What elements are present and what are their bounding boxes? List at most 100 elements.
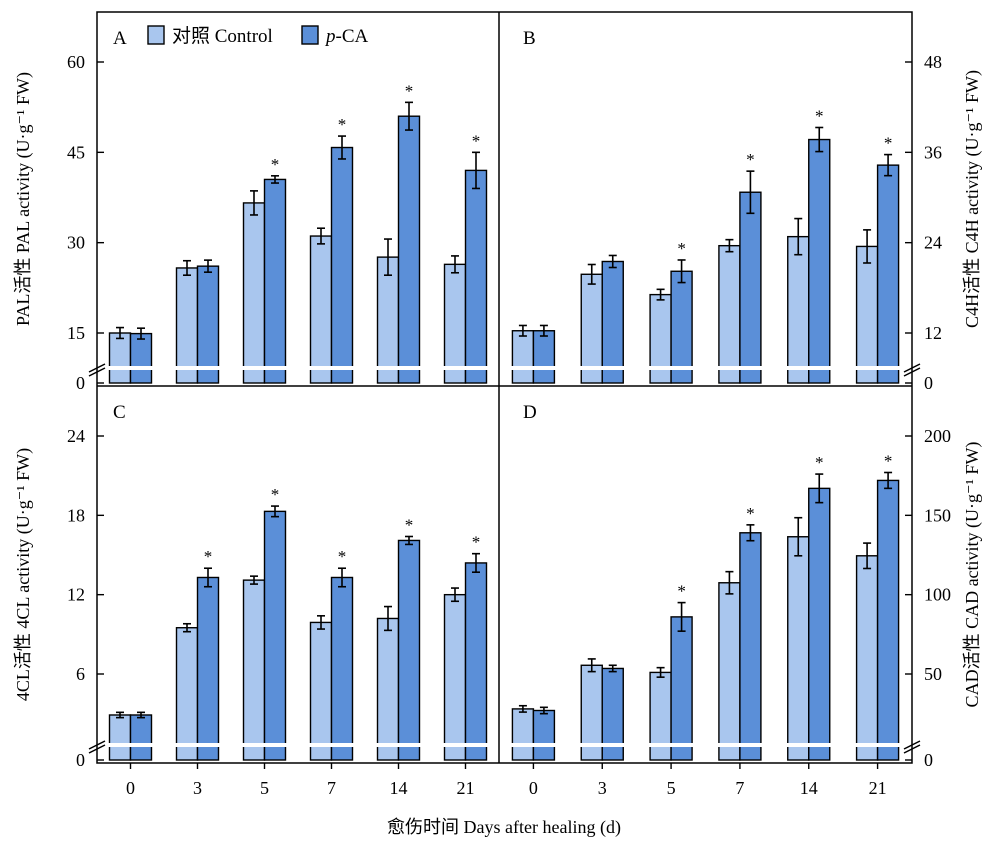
bar-pca <box>464 562 488 761</box>
significance-star: * <box>677 239 686 258</box>
bar-pca <box>196 576 220 761</box>
x-tick-label: 0 <box>529 778 538 798</box>
bar-control <box>108 332 132 384</box>
x-tick-label: 14 <box>390 778 408 798</box>
bar-control <box>376 256 400 384</box>
legend-label-control: 对照 Control <box>172 25 273 47</box>
y-tick-label: 0 <box>76 750 85 770</box>
y-tick-label: 0 <box>76 373 85 393</box>
plot-frame <box>96 11 913 764</box>
y-tick-label: 100 <box>924 585 951 605</box>
y-tick-label: 60 <box>67 52 85 72</box>
legend-label-pca: p-CA <box>324 26 369 47</box>
significance-star: * <box>815 106 824 125</box>
x-tick-label: 21 <box>869 778 887 798</box>
panel-letter: B <box>523 28 536 49</box>
x-tick-label: 14 <box>800 778 818 798</box>
bar-pca <box>263 178 287 384</box>
significance-star: * <box>472 131 481 150</box>
bar-control <box>443 593 467 761</box>
y-tick-label: 24 <box>924 233 942 253</box>
x-tick-label: 7 <box>327 778 336 798</box>
y-axis-title: C4H活性 C4H activity (U·g⁻¹ FW) <box>962 70 983 328</box>
y-tick-label: 48 <box>924 52 942 72</box>
y-tick-label: 0 <box>924 750 933 770</box>
bar-pca <box>739 532 762 761</box>
bar-pca <box>532 330 556 384</box>
bar-pca <box>129 332 153 384</box>
bar-pca <box>397 115 421 384</box>
bar-pca <box>601 260 624 384</box>
y-tick-label: 150 <box>924 505 951 525</box>
significance-star: * <box>271 155 280 174</box>
bar-control <box>511 330 535 384</box>
panel-letter: C <box>113 402 126 423</box>
bar-pca <box>263 510 287 761</box>
frame <box>96 11 913 764</box>
legend-swatch-control <box>147 25 165 45</box>
bar-pca <box>464 169 488 384</box>
significance-star: * <box>677 582 686 601</box>
x-tick-label: 0 <box>126 778 135 798</box>
x-tick-label: 3 <box>193 778 202 798</box>
bar-control <box>175 267 199 384</box>
y-axis-title: 4CL活性 4CL activity (U·g⁻¹ FW) <box>13 448 34 701</box>
y-tick-label: 0 <box>924 373 933 393</box>
panel-A: A 0 15 30 45 60 PAL活性 PAL activity (U·g⁻¹ FW) *… <box>13 28 498 393</box>
y-axis-title: PAL活性 PAL activity (U·g⁻¹ FW) <box>13 72 34 326</box>
axis-break-band <box>98 366 498 370</box>
bar-control <box>309 235 333 384</box>
significance-star: * <box>884 451 893 470</box>
legend: 对照 Control p-CA <box>147 25 369 47</box>
bar-control <box>242 202 266 384</box>
y-tick-label: 12 <box>924 323 942 343</box>
bar-pca <box>397 539 421 761</box>
y-tick-label: 6 <box>76 664 85 684</box>
bar-pca <box>196 265 220 384</box>
bar-control <box>787 235 810 384</box>
bar-control <box>108 714 132 761</box>
bar-control <box>242 579 266 761</box>
x-tick-label: 21 <box>457 778 475 798</box>
panel-letter: D <box>523 402 537 423</box>
panel-B: B 0 12 24 36 48 C4H活性 C4H activity (U·g⁻¹ FW) *… <box>500 28 983 393</box>
bar-pca <box>876 164 900 384</box>
significance-star: * <box>884 134 893 153</box>
bar-control <box>855 555 879 761</box>
significance-star: * <box>405 515 414 534</box>
x-tick-label: 5 <box>260 778 269 798</box>
bar-control <box>175 627 199 761</box>
legend-label-pca-rest: -CA <box>336 26 369 47</box>
significance-star: * <box>405 81 414 100</box>
significance-star: * <box>338 115 347 134</box>
bar-pca <box>876 479 900 761</box>
y-tick-label: 45 <box>67 142 85 162</box>
legend-swatch-pca <box>301 25 319 45</box>
bar-pca <box>532 709 556 761</box>
bar-pca <box>808 138 831 384</box>
bar-pca <box>739 191 762 384</box>
bar-control <box>309 621 333 761</box>
bar-control <box>718 582 741 761</box>
y-tick-label: 200 <box>924 426 951 446</box>
significance-star: * <box>815 453 824 472</box>
bar-pca <box>330 576 354 761</box>
y-tick-label: 30 <box>67 233 85 253</box>
bar-control <box>511 708 535 761</box>
significance-star: * <box>271 485 280 504</box>
significance-star: * <box>338 547 347 566</box>
significance-star: * <box>746 150 755 169</box>
significance-star: * <box>472 533 481 552</box>
panel-letter: A <box>113 28 127 49</box>
significance-star: * <box>204 547 213 566</box>
y-tick-label: 12 <box>67 585 85 605</box>
y-tick-label: 18 <box>67 505 85 525</box>
bar-control <box>718 244 741 384</box>
x-tick-label: 3 <box>598 778 607 798</box>
bar-control <box>443 263 467 384</box>
y-tick-label: 50 <box>924 664 942 684</box>
y-tick-label: 15 <box>67 323 85 343</box>
bar-pca <box>129 714 153 761</box>
